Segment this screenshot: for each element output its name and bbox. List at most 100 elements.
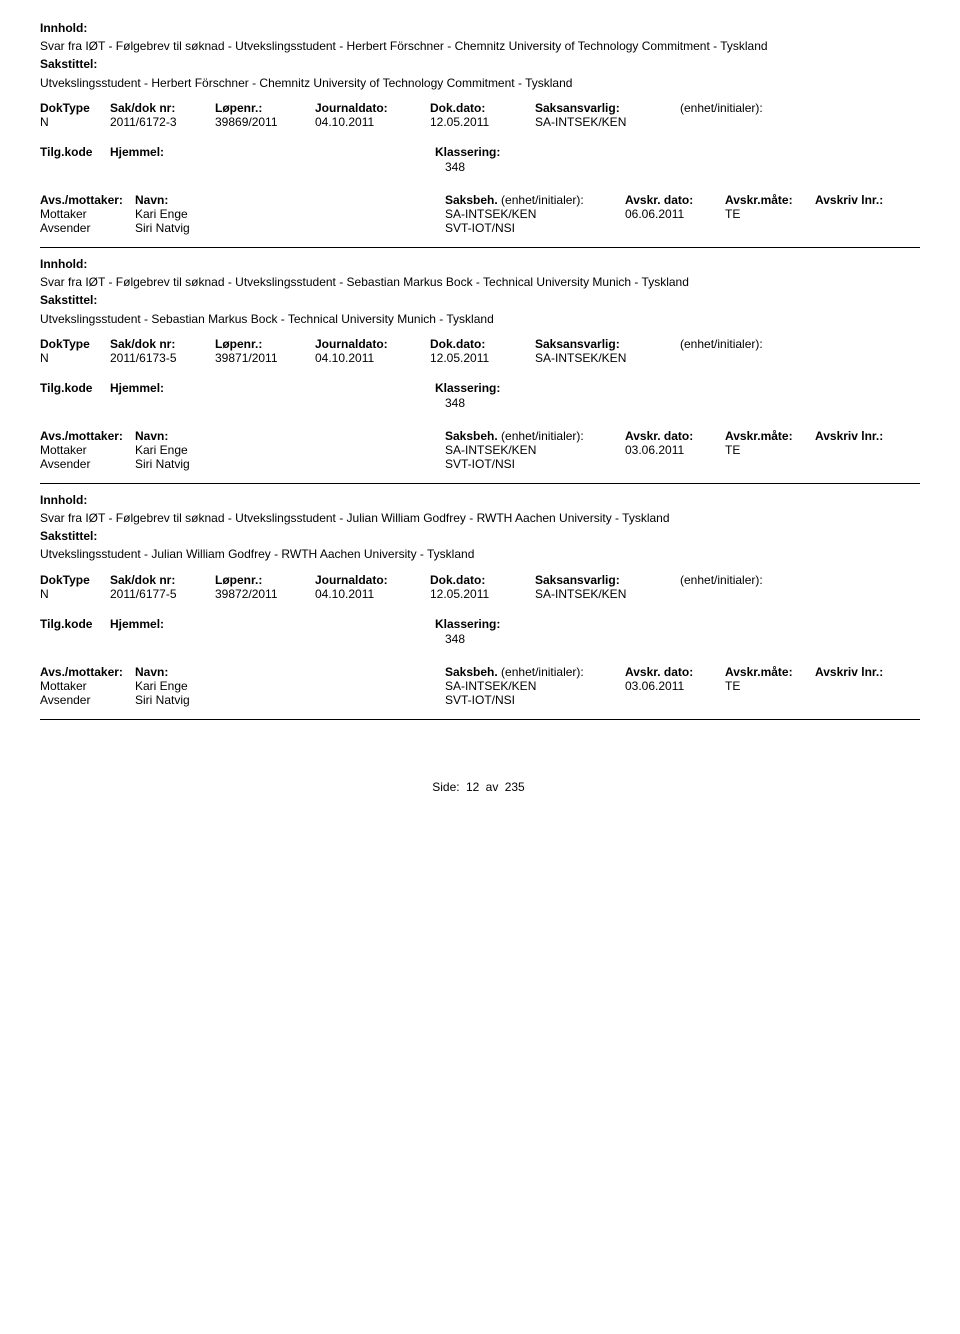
party-unit: SVT-IOT/NSI (445, 221, 625, 235)
party-row: Mottaker Kari Enge SA-INTSEK/KEN 03.06.2… (40, 679, 920, 693)
navn-header: Navn: (135, 193, 445, 207)
journal-record: Innhold: Svar fra IØT - Følgebrev til sø… (40, 256, 920, 484)
party-unit: SA-INTSEK/KEN (445, 679, 625, 693)
avskrivlnr-header: Avskriv lnr.: (815, 429, 915, 443)
party-mate: TE (725, 207, 815, 221)
dokdato-value: 12.05.2011 (430, 115, 535, 129)
party-name: Siri Natvig (135, 693, 445, 707)
journaldato-value: 04.10.2011 (315, 587, 430, 601)
party-unit: SVT-IOT/NSI (445, 457, 625, 471)
innhold-text: Svar fra IØT - Følgebrev til søknad - Ut… (40, 274, 920, 290)
party-role: Mottaker (40, 679, 135, 693)
party-mate (725, 457, 815, 471)
party-unit: SA-INTSEK/KEN (445, 207, 625, 221)
innhold-label: Innhold: (40, 20, 920, 36)
journal-record: Innhold: Svar fra IØT - Følgebrev til sø… (40, 20, 920, 248)
party-mate: TE (725, 679, 815, 693)
party-role: Avsender (40, 693, 135, 707)
party-row: Avsender Siri Natvig SVT-IOT/NSI (40, 221, 920, 235)
sakdok-value: 2011/6177-5 (110, 587, 215, 601)
party-rows: Mottaker Kari Enge SA-INTSEK/KEN 03.06.2… (40, 679, 920, 707)
tilgkode-header: Tilg.kode (40, 145, 110, 159)
innhold-label: Innhold: (40, 256, 920, 272)
party-name: Kari Enge (135, 679, 445, 693)
avskrmate-header: Avskr.måte: (725, 665, 815, 679)
party-name: Siri Natvig (135, 457, 445, 471)
avsmottaker-header: Avs./mottaker: (40, 665, 135, 679)
saksbeh-enhet-label: (enhet/initialer): (501, 665, 584, 679)
saksansvarlig-value: SA-INTSEK/KEN (535, 115, 680, 129)
sakdok-value: 2011/6173-5 (110, 351, 215, 365)
saksbeh-label: Saksbeh. (445, 665, 498, 679)
klassering-value: 348 (445, 396, 465, 410)
avskrdato-header: Avskr. dato: (625, 429, 725, 443)
tilgkode-header: Tilg.kode (40, 617, 110, 631)
party-date: 06.06.2011 (625, 207, 725, 221)
innhold-label: Innhold: (40, 492, 920, 508)
av-label: av (486, 780, 499, 794)
saksbeh-label: Saksbeh. (445, 429, 498, 443)
enhet-header: (enhet/initialer): (680, 337, 810, 351)
lopenr-value: 39869/2011 (215, 115, 315, 129)
sakdok-header: Sak/dok nr: (110, 337, 215, 351)
klassering-header: Klassering: (435, 145, 635, 159)
dokdato-header: Dok.dato: (430, 573, 535, 587)
party-date (625, 693, 725, 707)
sakdok-value: 2011/6172-3 (110, 115, 215, 129)
saksansvarlig-value: SA-INTSEK/KEN (535, 351, 680, 365)
party-name: Kari Enge (135, 207, 445, 221)
avskrivlnr-header: Avskriv lnr.: (815, 665, 915, 679)
avskrdato-header: Avskr. dato: (625, 193, 725, 207)
saksansvarlig-header: Saksansvarlig: (535, 573, 680, 587)
party-name: Kari Enge (135, 443, 445, 457)
dokdato-value: 12.05.2011 (430, 351, 535, 365)
lopenr-value: 39871/2011 (215, 351, 315, 365)
party-row: Avsender Siri Natvig SVT-IOT/NSI (40, 457, 920, 471)
doktype-value: N (40, 587, 110, 601)
party-name: Siri Natvig (135, 221, 445, 235)
hjemmel-header: Hjemmel: (110, 617, 435, 631)
avskrivlnr-header: Avskriv lnr.: (815, 193, 915, 207)
journal-record: Innhold: Svar fra IØT - Følgebrev til sø… (40, 492, 920, 720)
avsmottaker-header: Avs./mottaker: (40, 193, 135, 207)
party-date: 03.06.2011 (625, 679, 725, 693)
journaldato-value: 04.10.2011 (315, 351, 430, 365)
saksansvarlig-value: SA-INTSEK/KEN (535, 587, 680, 601)
doktype-value: N (40, 115, 110, 129)
innhold-text: Svar fra IØT - Følgebrev til søknad - Ut… (40, 38, 920, 54)
sakdok-header: Sak/dok nr: (110, 573, 215, 587)
journaldato-value: 04.10.2011 (315, 115, 430, 129)
doktype-header: DokType (40, 101, 110, 115)
saksbeh-enhet-label: (enhet/initialer): (501, 193, 584, 207)
sakstittel-label: Sakstittel: (40, 56, 920, 72)
saksbeh-label: Saksbeh. (445, 193, 498, 207)
saksansvarlig-header: Saksansvarlig: (535, 337, 680, 351)
hjemmel-header: Hjemmel: (110, 145, 435, 159)
party-date (625, 221, 725, 235)
saksansvarlig-header: Saksansvarlig: (535, 101, 680, 115)
party-date: 03.06.2011 (625, 443, 725, 457)
party-rows: Mottaker Kari Enge SA-INTSEK/KEN 03.06.2… (40, 443, 920, 471)
dokdato-header: Dok.dato: (430, 337, 535, 351)
party-mate (725, 221, 815, 235)
navn-header: Navn: (135, 429, 445, 443)
party-role: Mottaker (40, 443, 135, 457)
saksbeh-header: Saksbeh. (enhet/initialer): (445, 665, 625, 679)
party-mate (725, 693, 815, 707)
journaldato-header: Journaldato: (315, 101, 430, 115)
party-role: Avsender (40, 457, 135, 471)
lopenr-value: 39872/2011 (215, 587, 315, 601)
lopenr-header: Løpenr.: (215, 101, 315, 115)
party-role: Mottaker (40, 207, 135, 221)
journaldato-header: Journaldato: (315, 337, 430, 351)
page-total: 235 (505, 780, 525, 794)
sakstittel-text: Utvekslingsstudent - Sebastian Markus Bo… (40, 311, 920, 327)
enhet-header: (enhet/initialer): (680, 101, 810, 115)
party-row: Mottaker Kari Enge SA-INTSEK/KEN 03.06.2… (40, 443, 920, 457)
party-date (625, 457, 725, 471)
side-label: Side: (432, 780, 459, 794)
avsmottaker-header: Avs./mottaker: (40, 429, 135, 443)
doktype-header: DokType (40, 573, 110, 587)
avskrdato-header: Avskr. dato: (625, 665, 725, 679)
party-rows: Mottaker Kari Enge SA-INTSEK/KEN 06.06.2… (40, 207, 920, 235)
